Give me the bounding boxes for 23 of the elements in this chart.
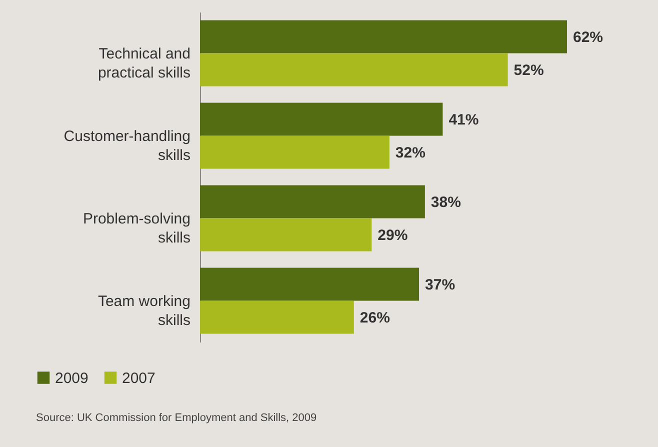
data-label: 62% [573,28,604,46]
bar [200,268,420,301]
bar [200,300,354,334]
bar [200,218,372,252]
data-label: 37% [425,276,456,294]
y-tick-label: Technical and practical skills [98,45,190,82]
bar [200,185,425,218]
data-label: 32% [395,144,426,162]
legend-label: 2009 [55,370,88,387]
y-tick-label: Team working skills [98,292,190,329]
y-tick-label: Problem-solving skills [82,210,190,246]
data-label: 41% [448,111,479,128]
bar [200,102,443,136]
bar [200,53,508,86]
data-label: 38% [430,194,461,211]
data-label: 52% [514,62,544,79]
data-label: 26% [360,309,390,326]
data-label: 29% [378,226,408,244]
legend-label: 2007 [122,370,156,387]
y-tick-label: Customer-handling skills [64,128,190,164]
source-note: Source: UK Commission for Employment and Skills, 2009 [36,412,317,424]
bar [200,136,390,169]
bar [200,20,567,54]
